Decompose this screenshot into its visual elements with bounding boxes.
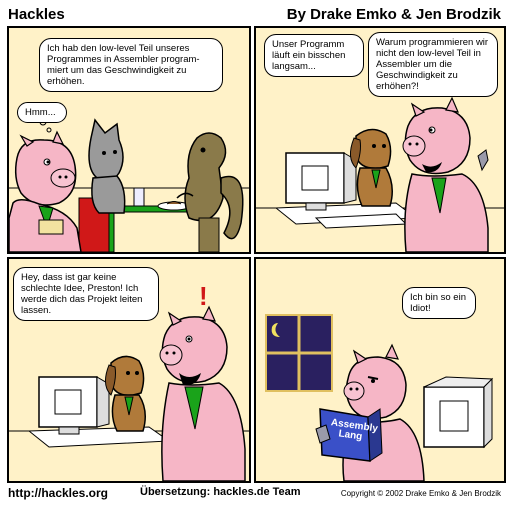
copyright-notice: Copyright © 2002 Drake Emko & Jen Brodzi…: [340, 489, 501, 498]
site-url-link[interactable]: http://hackles.org: [8, 486, 109, 500]
speech-bubble: Hey, dass ist gar keine schlechte Idee, …: [13, 267, 159, 321]
exclamation-mark: !: [199, 281, 208, 311]
speech-bubble: Ich hab den low-level Teil unseres Progr…: [39, 38, 223, 92]
panel-3: Hey, dass ist gar keine schlechte Idee, …: [7, 257, 251, 483]
translation-credit: Übersetzung: hackles.de Team: [140, 486, 301, 498]
speech-bubble: Hmm...: [17, 102, 67, 123]
speech-bubble: Unser Programm läuft ein bisschen langsa…: [264, 34, 364, 77]
comic-title: Hackles: [8, 6, 65, 23]
panel-3-art: [9, 259, 249, 481]
speech-bubble: Ich bin so ein Idiot!: [402, 287, 476, 319]
speech-bubble: Warum programmieren wir nicht den low-le…: [368, 32, 498, 97]
panel-2: Unser Programm läuft ein bisschen langsa…: [254, 26, 506, 254]
panel-1: Ich hab den low-level Teil unseres Progr…: [7, 26, 251, 254]
comic-authors: By Drake Emko & Jen Brodzik: [286, 6, 501, 23]
panel-4: Ich bin so ein Idiot! Assembly Lang: [254, 257, 506, 483]
